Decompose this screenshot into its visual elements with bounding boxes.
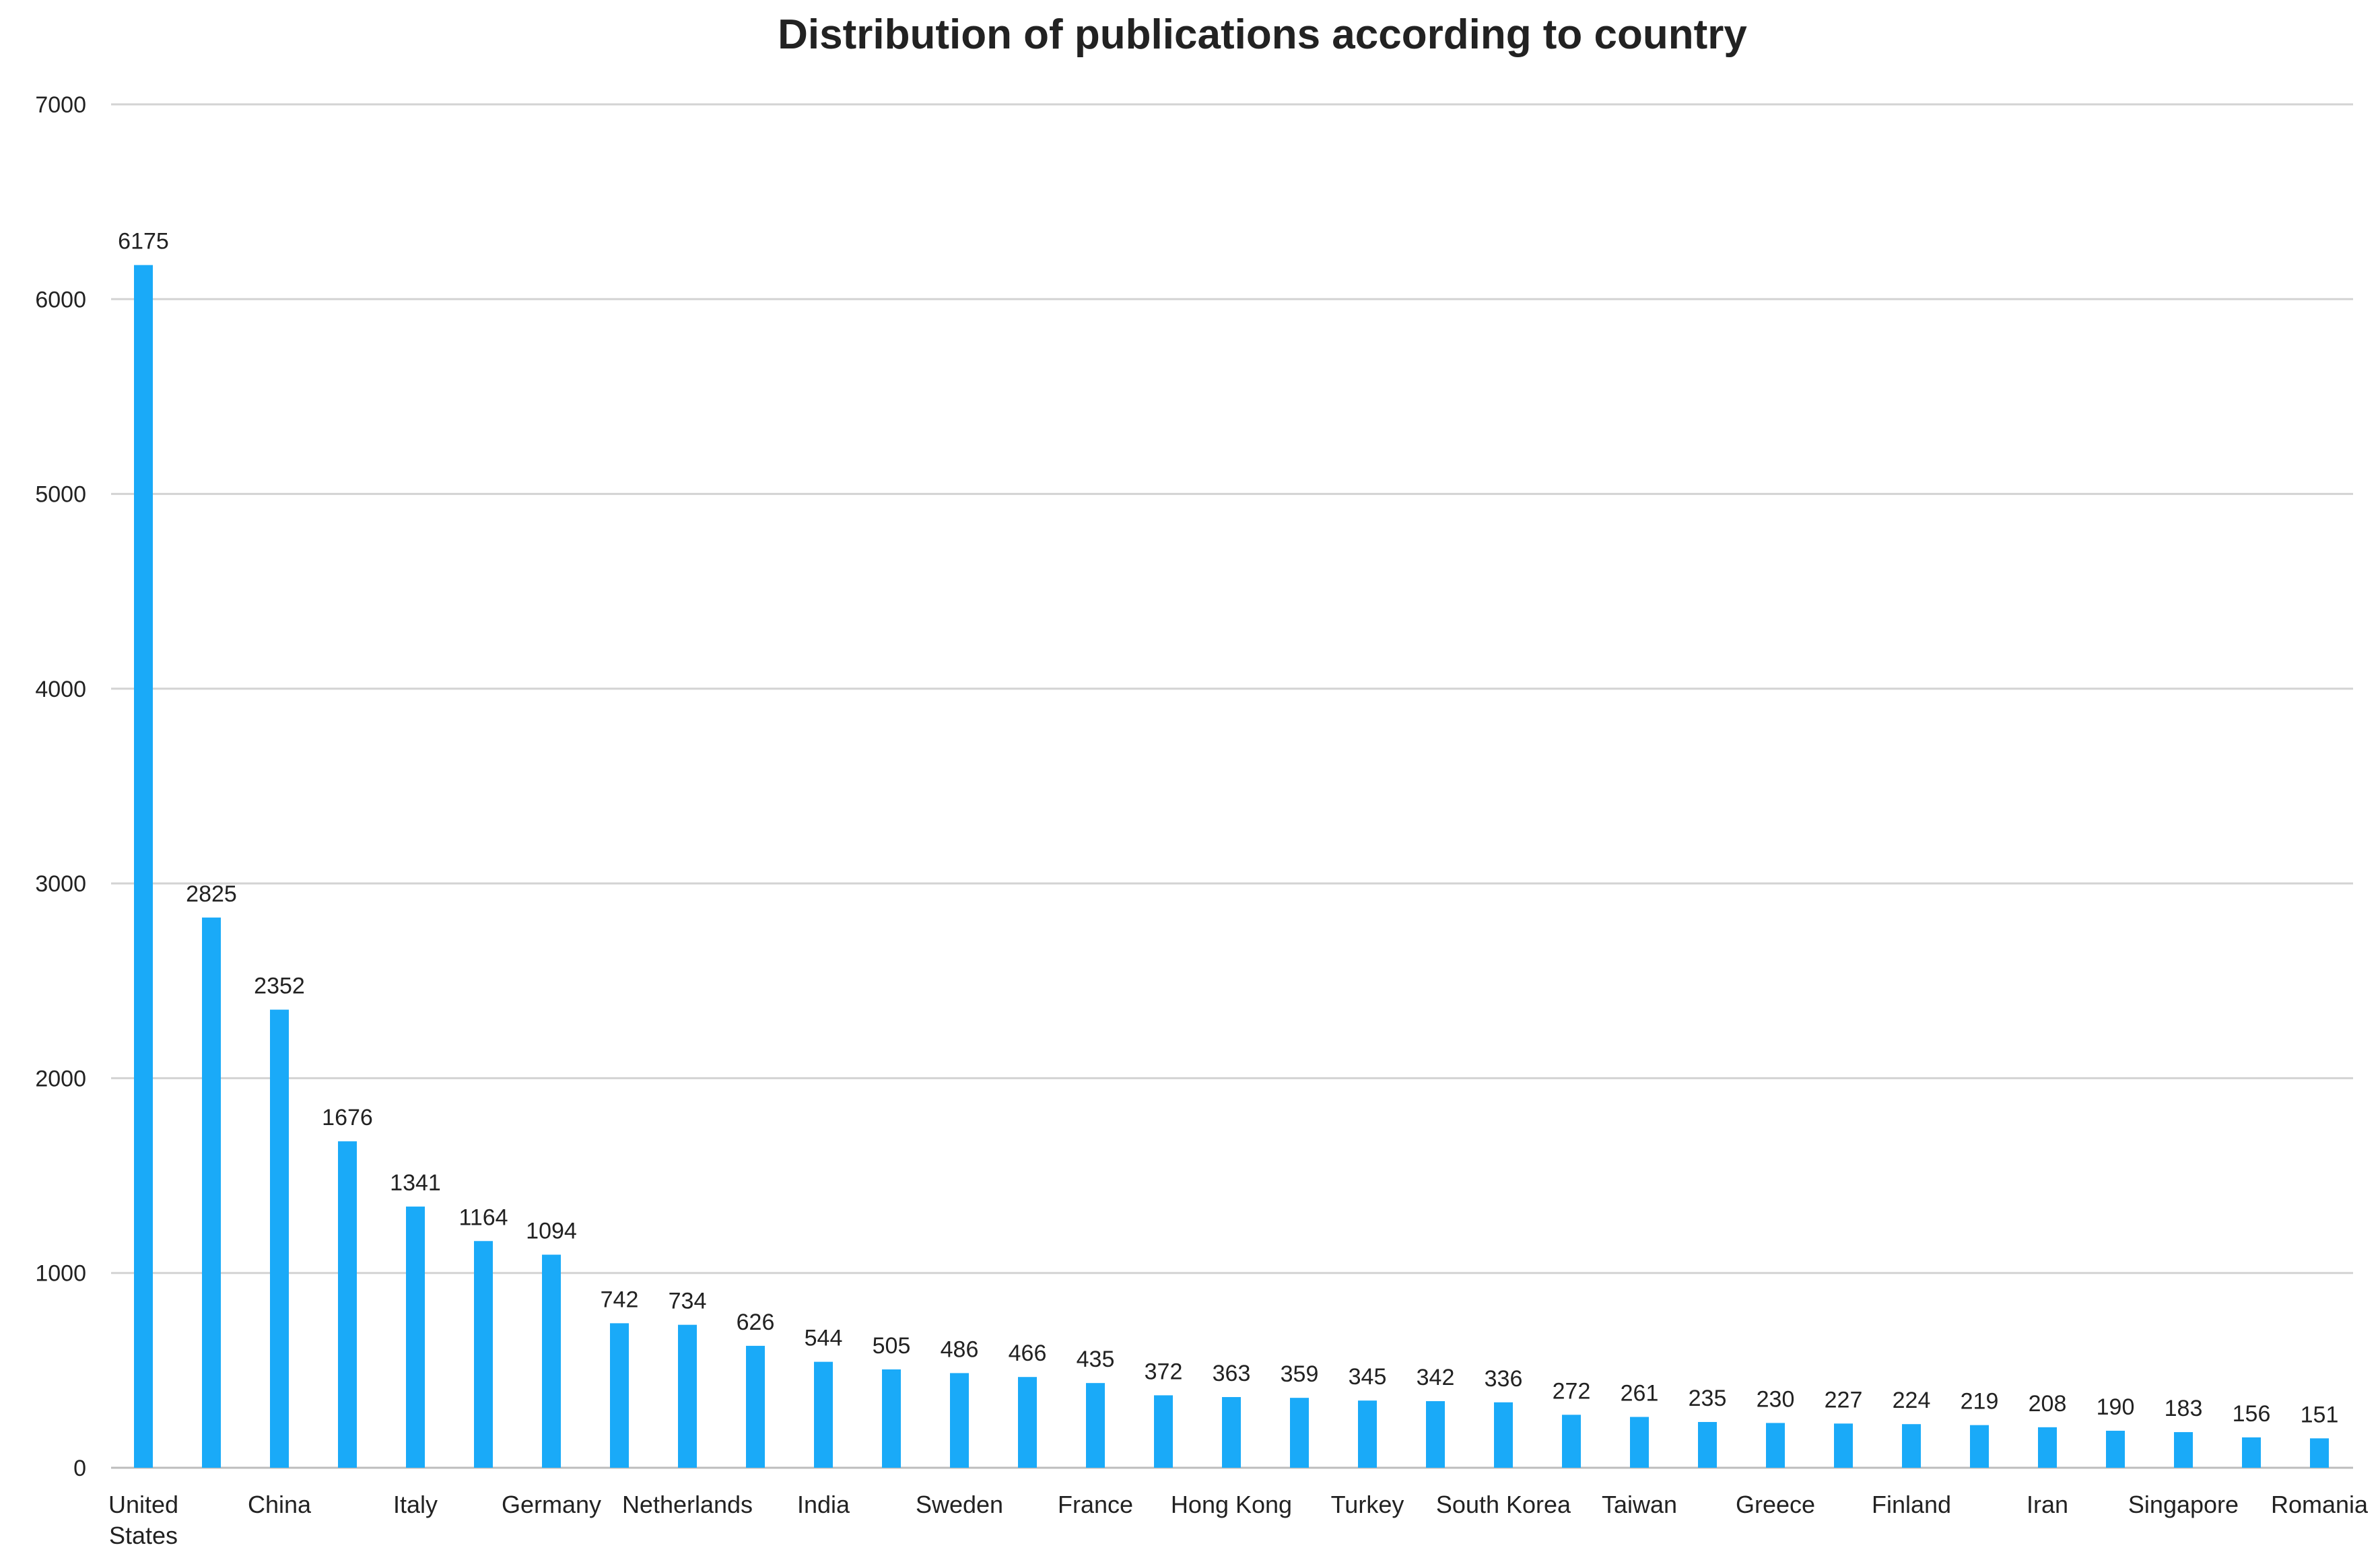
data-label: 156	[2233, 1401, 2271, 1427]
bar	[814, 1361, 833, 1468]
bar	[2106, 1431, 2125, 1468]
bar	[1834, 1423, 1853, 1468]
bar	[1426, 1401, 1445, 1468]
bar	[474, 1241, 493, 1468]
bar	[270, 1009, 289, 1468]
data-label: 224	[1893, 1388, 1931, 1413]
bar	[950, 1373, 969, 1468]
data-label: 466	[1009, 1341, 1047, 1366]
bar	[1766, 1423, 1785, 1468]
data-label: 6175	[118, 229, 169, 255]
data-label: 183	[2165, 1396, 2203, 1421]
y-axis-ticks: 0 1000 2000 3000 4000 5000 6000 7000	[35, 92, 86, 1481]
x-tick-label: Iran	[2027, 1491, 2068, 1518]
x-tick-label: China	[248, 1491, 312, 1518]
y-tick-label: 7000	[35, 92, 86, 118]
y-tick-label: 2000	[35, 1066, 86, 1091]
bar	[338, 1141, 357, 1468]
bar	[1154, 1395, 1173, 1468]
x-tick-label: Sweden	[916, 1491, 1003, 1518]
data-label: 230	[1757, 1386, 1795, 1412]
data-label: 505	[873, 1333, 911, 1359]
y-tick-label: 3000	[35, 871, 86, 897]
y-tick-label: 0	[73, 1456, 86, 1481]
gridlines	[111, 103, 2353, 1469]
data-label: 359	[1281, 1361, 1319, 1387]
data-label: 742	[601, 1287, 639, 1312]
x-tick-label: Taiwan	[1602, 1491, 1677, 1518]
bar	[2038, 1427, 2057, 1468]
data-label: 734	[669, 1289, 707, 1314]
bar	[1970, 1425, 1989, 1468]
data-label: 342	[1417, 1365, 1455, 1390]
x-tick-label: France	[1058, 1491, 1133, 1518]
bar	[1086, 1383, 1105, 1468]
x-tick-label: Netherlands	[622, 1491, 753, 1518]
bar	[678, 1324, 697, 1468]
data-label: 336	[1485, 1366, 1523, 1392]
data-label: 1094	[526, 1219, 577, 1244]
y-tick-label: 6000	[35, 287, 86, 312]
bar	[2310, 1438, 2329, 1468]
x-axis-ticks: United States China Italy Germany Netherlands…	[108, 1491, 2369, 1549]
bar	[882, 1369, 901, 1468]
bar	[1222, 1396, 1241, 1468]
data-label: 1676	[322, 1105, 373, 1130]
bar	[610, 1323, 629, 1468]
x-tick-label: South Korea	[1436, 1491, 1571, 1518]
data-label: 345	[1349, 1364, 1387, 1390]
bar	[1494, 1402, 1513, 1468]
data-label: 2825	[186, 881, 237, 907]
y-tick-label: 5000	[35, 482, 86, 508]
bar	[406, 1207, 425, 1468]
data-label: 1164	[458, 1205, 508, 1230]
x-tick-label: Italy	[393, 1491, 438, 1518]
data-label: 219	[1961, 1389, 1999, 1415]
data-label: 272	[1553, 1378, 1591, 1404]
bar	[1562, 1415, 1581, 1468]
x-tick-label: Finland	[1872, 1491, 1951, 1518]
data-label: 486	[941, 1336, 979, 1362]
data-label: 1341	[390, 1170, 441, 1196]
bar	[1018, 1377, 1037, 1468]
bar	[2242, 1437, 2261, 1468]
bar	[2174, 1432, 2193, 1468]
data-labels: 6175 2825 2352 1676 1341 1164 1094 742 734 626 544…	[118, 229, 2338, 1428]
x-tick-label: India	[797, 1491, 850, 1518]
chart-title: Distribution of publications according t…	[778, 11, 1747, 58]
data-label: 235	[1689, 1386, 1727, 1411]
bar	[1290, 1398, 1309, 1468]
y-tick-label: 4000	[35, 677, 86, 702]
bar	[542, 1254, 561, 1468]
x-tick-label: Hong Kong	[1171, 1491, 1292, 1518]
data-label: 208	[2029, 1391, 2067, 1417]
data-label: 261	[1621, 1380, 1659, 1406]
x-tick-label: Turkey	[1331, 1491, 1404, 1518]
x-tick-label: Romania	[2271, 1491, 2369, 1518]
x-tick-label: Singapore	[2128, 1491, 2239, 1518]
bar	[746, 1345, 765, 1468]
x-tick-label: United States	[108, 1491, 178, 1549]
data-label: 626	[737, 1310, 775, 1335]
data-label: 435	[1077, 1347, 1115, 1372]
bar	[134, 265, 153, 1468]
data-label: 190	[2097, 1394, 2135, 1420]
bar	[1358, 1400, 1377, 1468]
bars	[134, 265, 2329, 1468]
bar	[202, 917, 221, 1468]
data-label: 2352	[254, 974, 305, 999]
data-label: 372	[1145, 1359, 1183, 1384]
bar	[1630, 1417, 1649, 1468]
data-label: 363	[1213, 1361, 1251, 1386]
x-tick-label: Greece	[1736, 1491, 1815, 1518]
x-tick-label: Germany	[502, 1491, 601, 1518]
y-tick-label: 1000	[35, 1261, 86, 1287]
data-label: 227	[1825, 1387, 1863, 1413]
data-label: 544	[805, 1326, 843, 1351]
bar	[1698, 1422, 1717, 1468]
data-label: 151	[2301, 1402, 2339, 1427]
bar	[1902, 1424, 1921, 1468]
